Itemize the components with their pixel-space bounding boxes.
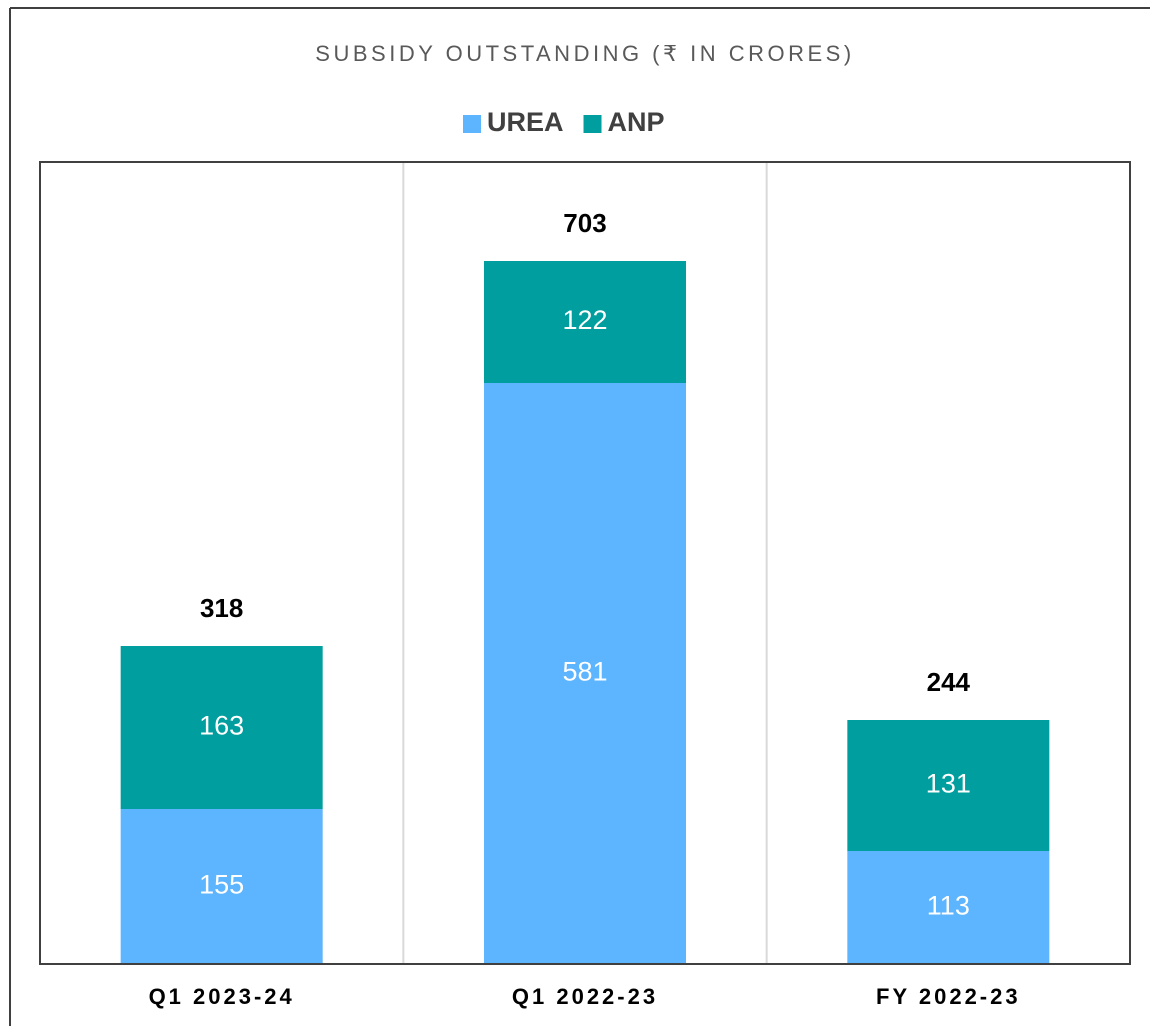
chart-title: SUBSIDY OUTSTANDING (₹ IN CRORES) bbox=[315, 41, 854, 66]
bar-segment bbox=[120, 646, 323, 809]
bar-segment bbox=[847, 851, 1050, 964]
legend-swatch bbox=[463, 115, 481, 133]
total-label: 703 bbox=[563, 208, 606, 238]
data-label: 163 bbox=[199, 711, 244, 741]
legend-label: ANP bbox=[608, 107, 665, 137]
bar-segment bbox=[847, 720, 1050, 851]
data-label: 122 bbox=[562, 305, 607, 335]
x-tick-label: Q1 2022-23 bbox=[512, 984, 658, 1009]
bar-segment bbox=[484, 383, 686, 964]
data-label: 155 bbox=[199, 870, 244, 900]
data-label: 131 bbox=[926, 769, 971, 799]
legend-label: UREA bbox=[487, 107, 564, 137]
x-tick-label: Q1 2023-24 bbox=[149, 984, 295, 1009]
bar-segment bbox=[120, 809, 323, 964]
legend-swatch bbox=[583, 115, 602, 133]
total-label: 244 bbox=[927, 667, 971, 697]
x-tick-label: FY 2022-23 bbox=[876, 984, 1021, 1009]
bar-segment bbox=[484, 261, 686, 383]
plot-border bbox=[39, 161, 1131, 965]
data-label: 113 bbox=[927, 891, 970, 921]
total-label: 318 bbox=[200, 593, 243, 623]
data-label: 581 bbox=[562, 657, 607, 687]
